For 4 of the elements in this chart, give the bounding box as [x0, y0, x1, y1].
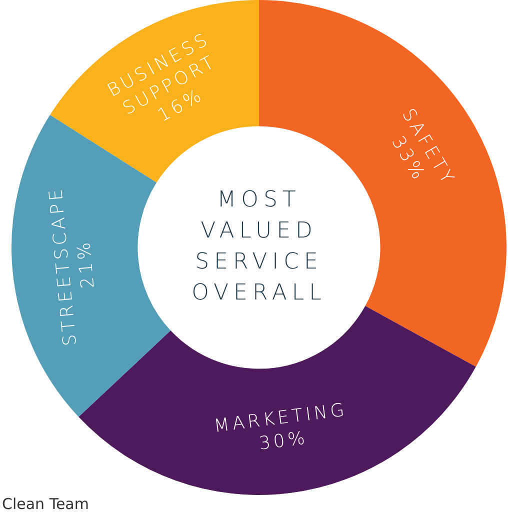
text: Clean Team	[2, 495, 89, 513]
data-label: 21%	[73, 238, 99, 290]
text: MOST VALUED SERVICE OVERALL	[192, 188, 326, 306]
data-label: 30%	[258, 428, 310, 455]
